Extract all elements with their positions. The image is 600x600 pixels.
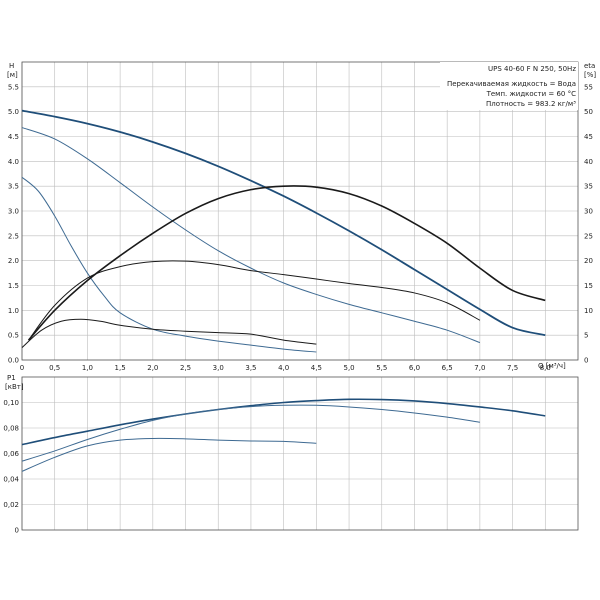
y-tick-label: 2.5 bbox=[8, 232, 19, 240]
x-tick-label: 0,5 bbox=[49, 364, 60, 372]
power-curve-3 bbox=[21, 437, 317, 472]
x-tick-label: 4,0 bbox=[278, 364, 289, 372]
y2-tick-label: 30 bbox=[584, 208, 593, 216]
x-tick-label: 1,5 bbox=[115, 364, 126, 372]
x-tick-label: 2,0 bbox=[147, 364, 158, 372]
info-density: Плотность = 983.2 кг/м³ bbox=[486, 100, 576, 108]
p1-tick-label: 0,10 bbox=[3, 399, 19, 407]
y-tick-label: 0.0 bbox=[8, 357, 19, 365]
y2-tick-label: 25 bbox=[584, 232, 593, 240]
y2-tick-label: 55 bbox=[584, 83, 593, 91]
y2-tick-label: 15 bbox=[584, 282, 593, 290]
x-tick-label: 5,5 bbox=[376, 364, 387, 372]
y2-tick-label: 45 bbox=[584, 133, 593, 141]
x-tick-label: 6,5 bbox=[442, 364, 453, 372]
y2-tick-label: 40 bbox=[584, 158, 593, 166]
y2-axis-unit-eta: [%] bbox=[584, 71, 596, 79]
top-panel-ticks: 0 0,5 1,0 1,5 2,0 2,5 3,0 3,5 4,0 4,5 5,0 5,5 6,0 6,5… bbox=[8, 83, 593, 372]
y2-tick-label: 50 bbox=[584, 108, 593, 116]
y-tick-label: 5.5 bbox=[8, 83, 19, 91]
p1-tick-label: 0 bbox=[15, 527, 19, 535]
y-axis-unit-head: [м] bbox=[7, 71, 18, 79]
y-tick-label: 4.5 bbox=[8, 133, 19, 141]
y2-tick-label: 5 bbox=[584, 332, 588, 340]
y-tick-label: 1.0 bbox=[8, 307, 19, 315]
bottom-panel-frame bbox=[21, 376, 579, 531]
y-axis-label-head: H bbox=[9, 62, 14, 70]
p1-tick-label: 0,04 bbox=[3, 476, 19, 484]
chart-title: UPS 40-60 F N 250, 50Hz bbox=[488, 65, 576, 73]
p1-tick-label: 0,08 bbox=[3, 425, 19, 433]
power-curve-2 bbox=[21, 404, 480, 462]
x-tick-label: 2,5 bbox=[180, 364, 191, 372]
x-tick-label: 4,5 bbox=[311, 364, 322, 372]
p1-axis-unit: [кВт] bbox=[5, 383, 24, 391]
bottom-panel-ticks: 0 0,02 0,04 0,06 0,08 0,10 bbox=[3, 399, 19, 535]
x-tick-label: 1,0 bbox=[82, 364, 93, 372]
p1-tick-label: 0,06 bbox=[3, 450, 19, 458]
y2-tick-label: 35 bbox=[584, 183, 593, 191]
y-tick-label: 3.0 bbox=[8, 208, 19, 216]
y2-axis-label-eta: eta bbox=[584, 62, 595, 70]
y2-tick-label: 20 bbox=[584, 257, 593, 265]
bottom-panel-grid bbox=[21, 377, 578, 531]
x-tick-label: 6,0 bbox=[409, 364, 420, 372]
efficiency-curve-5 bbox=[28, 260, 481, 341]
x-tick-label: 0 bbox=[20, 364, 24, 372]
y-tick-label: 2.0 bbox=[8, 257, 19, 265]
bottom-panel-series bbox=[21, 398, 546, 472]
y-tick-label: 4.0 bbox=[8, 158, 19, 166]
p1-tick-label: 0,02 bbox=[3, 501, 19, 509]
head-curve-1 bbox=[21, 109, 546, 337]
x-tick-label: 7,5 bbox=[507, 364, 518, 372]
head-curve-3 bbox=[21, 176, 317, 353]
x-tick-label: 3,0 bbox=[213, 364, 224, 372]
power-curve-1 bbox=[21, 398, 546, 446]
info-temperature: Темп. жидкости = 60 °C bbox=[486, 90, 577, 98]
top-panel-frame bbox=[21, 61, 579, 361]
head-curve-2 bbox=[21, 127, 481, 344]
x-axis-label: Q [м³/ч] bbox=[538, 362, 566, 370]
y-tick-label: 3.5 bbox=[8, 183, 19, 191]
x-tick-label: 5,0 bbox=[343, 364, 354, 372]
info-fluid: Перекачиваемая жидкость = Вода bbox=[447, 80, 576, 88]
y-tick-label: 1.5 bbox=[8, 282, 19, 290]
p1-axis-label: P1 bbox=[7, 374, 16, 382]
y-tick-label: 0.5 bbox=[8, 332, 19, 340]
y-tick-label: 5.0 bbox=[8, 108, 19, 116]
efficiency-curve-4 bbox=[27, 185, 546, 341]
y2-tick-label: 0 bbox=[584, 357, 588, 365]
y2-tick-label: 10 bbox=[584, 307, 593, 315]
x-tick-label: 8,0 bbox=[540, 364, 551, 372]
x-tick-label: 7,0 bbox=[474, 364, 485, 372]
x-tick-label: 3,5 bbox=[245, 364, 256, 372]
efficiency-curve-6 bbox=[21, 318, 317, 348]
info-box bbox=[440, 62, 578, 110]
top-panel-series bbox=[21, 109, 546, 353]
